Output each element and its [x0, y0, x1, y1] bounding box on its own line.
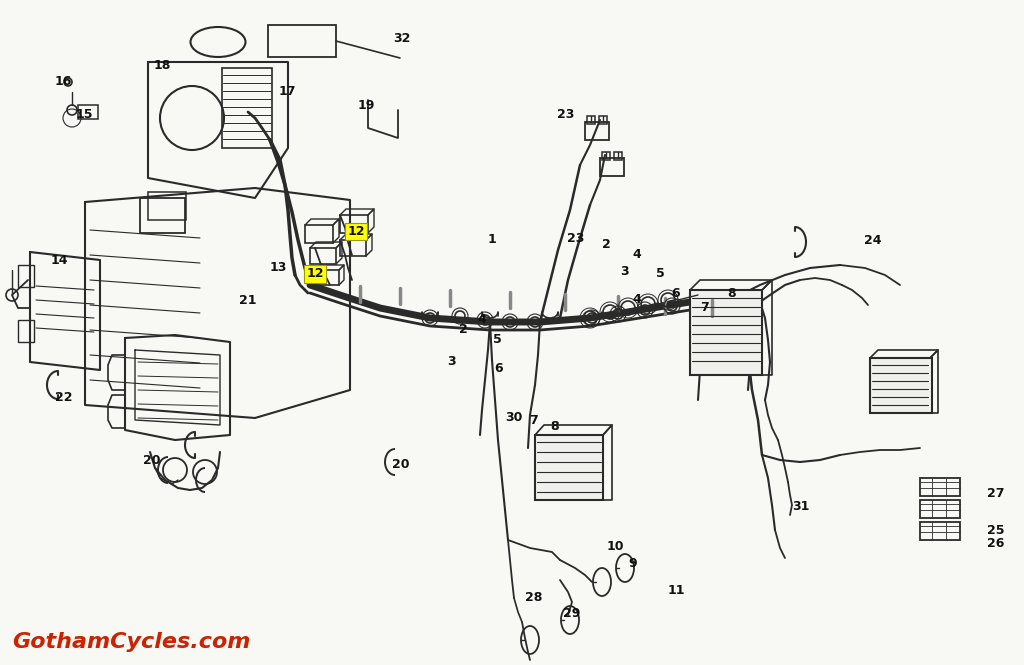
Text: 7: 7: [700, 301, 709, 314]
Bar: [78, 105, 98, 119]
Text: 8: 8: [551, 420, 559, 434]
Bar: [585, 122, 609, 140]
Text: 15: 15: [75, 108, 93, 121]
Text: 14: 14: [50, 254, 69, 267]
Text: 6: 6: [672, 287, 680, 301]
Bar: [920, 522, 961, 540]
Text: 26: 26: [987, 537, 1004, 551]
Bar: [587, 116, 595, 124]
Text: 2: 2: [602, 238, 610, 251]
Text: 7: 7: [529, 414, 538, 427]
Text: 1: 1: [487, 233, 496, 246]
Bar: [148, 192, 186, 220]
Bar: [315, 270, 339, 285]
Bar: [18, 320, 34, 342]
Text: 17: 17: [279, 85, 297, 98]
Text: 4: 4: [633, 247, 641, 261]
Text: 8: 8: [727, 287, 735, 301]
Text: 19: 19: [358, 98, 375, 112]
Text: 5: 5: [494, 332, 502, 346]
Text: 2: 2: [460, 323, 468, 336]
Text: 27: 27: [986, 487, 1005, 500]
Bar: [340, 215, 368, 233]
Text: 3: 3: [621, 265, 629, 278]
Bar: [920, 500, 961, 518]
Text: 20: 20: [391, 458, 410, 471]
Bar: [222, 68, 272, 148]
Text: 4: 4: [478, 313, 486, 326]
Text: 16: 16: [55, 74, 72, 88]
Text: GothamCycles.com: GothamCycles.com: [12, 632, 251, 652]
Text: 6: 6: [495, 362, 503, 375]
Text: 12: 12: [306, 267, 325, 281]
Bar: [600, 158, 624, 176]
Bar: [340, 240, 366, 256]
Text: 29: 29: [563, 606, 580, 620]
Text: 28: 28: [525, 591, 542, 604]
Bar: [690, 290, 762, 375]
Bar: [614, 152, 622, 160]
Text: 20: 20: [142, 454, 161, 467]
Bar: [599, 116, 607, 124]
Bar: [310, 248, 336, 264]
Text: 24: 24: [863, 234, 882, 247]
Text: 22: 22: [54, 391, 73, 404]
Bar: [602, 152, 610, 160]
Bar: [18, 265, 34, 287]
Text: 11: 11: [667, 584, 685, 597]
Text: 23: 23: [557, 108, 573, 121]
Bar: [535, 435, 603, 500]
Text: 4: 4: [633, 293, 641, 306]
Text: 32: 32: [393, 32, 410, 45]
Text: 5: 5: [656, 267, 665, 281]
Text: 23: 23: [567, 231, 584, 245]
Text: 12: 12: [347, 225, 366, 238]
Text: 10: 10: [606, 540, 625, 553]
Text: 18: 18: [154, 59, 170, 72]
Text: 30: 30: [506, 411, 522, 424]
Text: 25: 25: [986, 524, 1005, 537]
Text: 3: 3: [447, 355, 456, 368]
Bar: [140, 198, 185, 233]
Text: 21: 21: [239, 294, 257, 307]
Text: 31: 31: [793, 500, 809, 513]
Bar: [305, 225, 333, 243]
Bar: [920, 478, 961, 496]
Text: 13: 13: [270, 261, 287, 274]
Bar: [870, 358, 932, 413]
Text: 9: 9: [629, 557, 637, 571]
Bar: [268, 25, 336, 57]
